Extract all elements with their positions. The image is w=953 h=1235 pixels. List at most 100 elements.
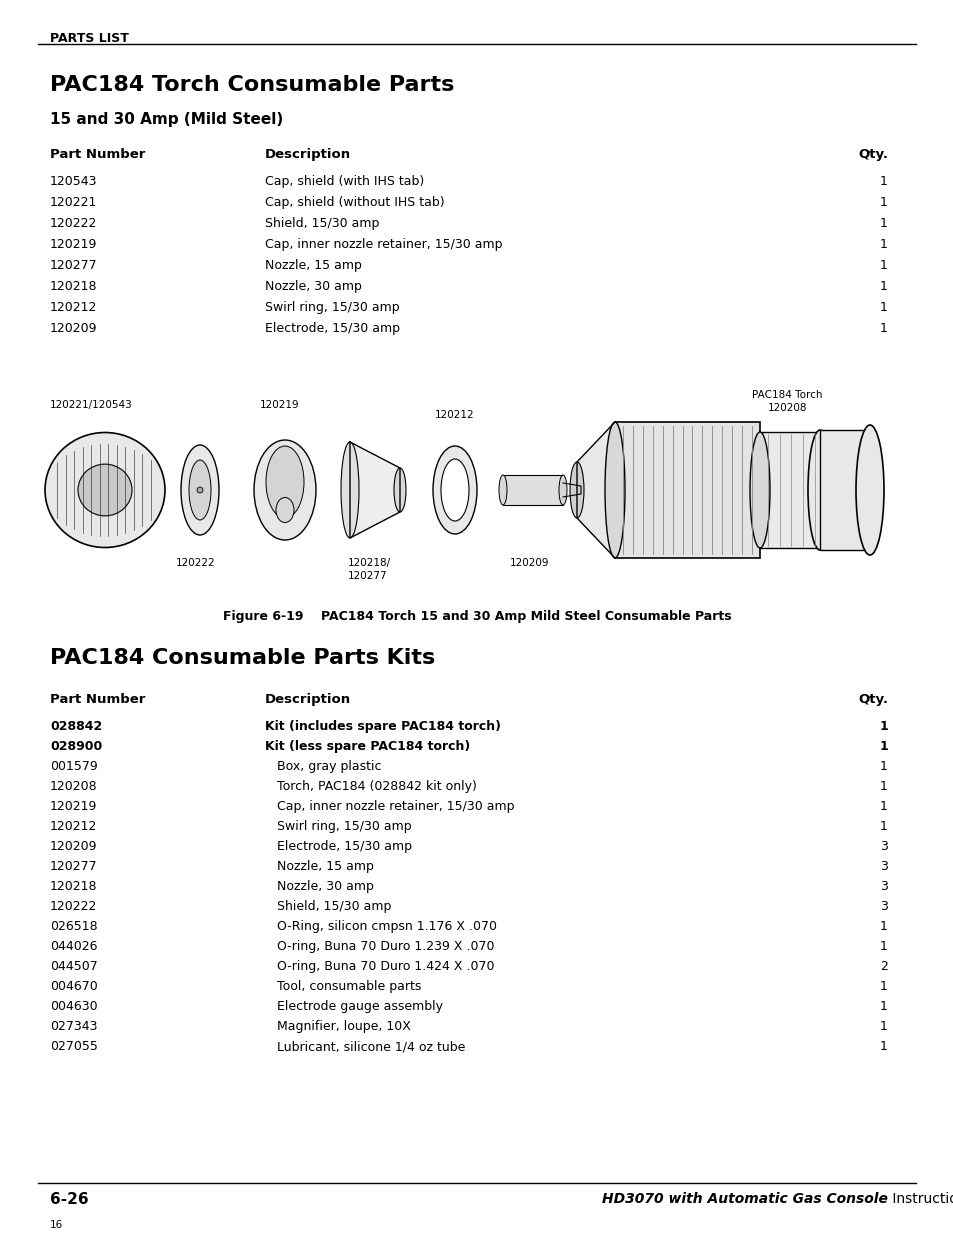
Text: 1: 1	[880, 280, 887, 293]
Text: 1: 1	[880, 1020, 887, 1032]
Text: Cap, shield (without IHS tab): Cap, shield (without IHS tab)	[265, 196, 444, 209]
Text: Magnifier, loupe, 10X: Magnifier, loupe, 10X	[276, 1020, 411, 1032]
Ellipse shape	[45, 432, 165, 547]
Ellipse shape	[749, 432, 769, 548]
Text: 120543: 120543	[50, 175, 97, 188]
Text: 001579: 001579	[50, 760, 97, 773]
Text: Nozzle, 15 amp: Nozzle, 15 amp	[276, 860, 374, 873]
Text: 1: 1	[880, 820, 887, 832]
Text: 120222: 120222	[50, 900, 97, 913]
Text: 004670: 004670	[50, 981, 97, 993]
Text: Nozzle, 15 amp: Nozzle, 15 amp	[265, 259, 361, 272]
Text: 120219: 120219	[50, 800, 97, 813]
Text: 120277: 120277	[348, 571, 387, 580]
Text: Shield, 15/30 amp: Shield, 15/30 amp	[276, 900, 391, 913]
Text: Tool, consumable parts: Tool, consumable parts	[276, 981, 421, 993]
Text: Cap, inner nozzle retainer, 15/30 amp: Cap, inner nozzle retainer, 15/30 amp	[265, 238, 502, 251]
Text: Qty.: Qty.	[857, 693, 887, 706]
Text: Shield, 15/30 amp: Shield, 15/30 amp	[265, 217, 379, 230]
Text: Instruction Manual: Instruction Manual	[887, 1192, 953, 1207]
Polygon shape	[577, 422, 615, 558]
Ellipse shape	[340, 442, 358, 538]
Ellipse shape	[433, 446, 476, 534]
Bar	[760, 432, 820, 548]
Ellipse shape	[253, 440, 315, 540]
Text: 3: 3	[880, 881, 887, 893]
Text: 15 and 30 Amp (Mild Steel): 15 and 30 Amp (Mild Steel)	[50, 112, 283, 127]
Text: 027343: 027343	[50, 1020, 97, 1032]
Text: Cap, inner nozzle retainer, 15/30 amp: Cap, inner nozzle retainer, 15/30 amp	[276, 800, 514, 813]
Text: 044507: 044507	[50, 960, 97, 973]
Text: 120212: 120212	[50, 820, 97, 832]
Text: PAC184 Consumable Parts Kits: PAC184 Consumable Parts Kits	[50, 648, 435, 668]
Text: 1: 1	[880, 940, 887, 953]
Text: 1: 1	[880, 196, 887, 209]
Text: Kit (less spare PAC184 torch): Kit (less spare PAC184 torch)	[265, 740, 470, 753]
Ellipse shape	[189, 459, 211, 520]
Bar	[615, 422, 760, 558]
Text: 3: 3	[880, 900, 887, 913]
Text: Torch, PAC184 (028842 kit only): Torch, PAC184 (028842 kit only)	[276, 781, 476, 793]
Text: 120219: 120219	[260, 400, 299, 410]
Text: 16: 16	[50, 1220, 63, 1230]
Ellipse shape	[266, 446, 304, 517]
Text: PARTS LIST: PARTS LIST	[50, 32, 129, 44]
Text: 1: 1	[880, 175, 887, 188]
Text: Qty.: Qty.	[857, 148, 887, 161]
Text: Figure 6-19    PAC184 Torch 15 and 30 Amp Mild Steel Consumable Parts: Figure 6-19 PAC184 Torch 15 and 30 Amp M…	[222, 610, 731, 622]
Ellipse shape	[196, 487, 203, 493]
Text: 1: 1	[880, 760, 887, 773]
Ellipse shape	[275, 498, 294, 522]
Text: 3: 3	[880, 840, 887, 853]
Bar	[502, 475, 562, 505]
Text: Nozzle, 30 amp: Nozzle, 30 amp	[265, 280, 361, 293]
Text: PAC184 Torch Consumable Parts: PAC184 Torch Consumable Parts	[50, 75, 454, 95]
Text: 120277: 120277	[50, 860, 97, 873]
Text: 120218: 120218	[50, 881, 97, 893]
Text: 028842: 028842	[50, 720, 102, 734]
Text: 120209: 120209	[510, 558, 549, 568]
Text: 120212: 120212	[435, 410, 475, 420]
Text: 120221: 120221	[50, 196, 97, 209]
Text: 120219: 120219	[50, 238, 97, 251]
Text: Part Number: Part Number	[50, 148, 145, 161]
Text: PAC184 Torch: PAC184 Torch	[751, 390, 821, 400]
Ellipse shape	[498, 475, 506, 505]
Ellipse shape	[440, 459, 469, 521]
Text: 044026: 044026	[50, 940, 97, 953]
Ellipse shape	[558, 475, 566, 505]
Text: 120212: 120212	[50, 301, 97, 314]
Text: 120218/: 120218/	[348, 558, 391, 568]
Text: 1: 1	[880, 920, 887, 932]
Text: Electrode, 15/30 amp: Electrode, 15/30 amp	[276, 840, 412, 853]
Polygon shape	[350, 442, 399, 538]
Text: Description: Description	[265, 148, 351, 161]
Text: 028900: 028900	[50, 740, 102, 753]
Text: Electrode gauge assembly: Electrode gauge assembly	[276, 1000, 442, 1013]
Text: 1: 1	[880, 781, 887, 793]
Text: Swirl ring, 15/30 amp: Swirl ring, 15/30 amp	[276, 820, 411, 832]
Ellipse shape	[78, 464, 132, 516]
Text: 120209: 120209	[50, 840, 97, 853]
Bar	[820, 430, 869, 550]
Text: 6-26: 6-26	[50, 1192, 89, 1207]
Text: 1: 1	[880, 800, 887, 813]
Text: Box, gray plastic: Box, gray plastic	[276, 760, 381, 773]
Text: 120208: 120208	[50, 781, 97, 793]
Text: HD3070 with Automatic Gas Console: HD3070 with Automatic Gas Console	[601, 1192, 887, 1207]
Text: 1: 1	[880, 322, 887, 335]
Text: Electrode, 15/30 amp: Electrode, 15/30 amp	[265, 322, 399, 335]
Text: 1: 1	[880, 259, 887, 272]
Text: Kit (includes spare PAC184 torch): Kit (includes spare PAC184 torch)	[265, 720, 500, 734]
Text: 120221/120543: 120221/120543	[50, 400, 132, 410]
Text: 1: 1	[880, 301, 887, 314]
Text: Lubricant, silicone 1/4 oz tube: Lubricant, silicone 1/4 oz tube	[276, 1040, 465, 1053]
Text: Part Number: Part Number	[50, 693, 145, 706]
Text: 1: 1	[880, 981, 887, 993]
Ellipse shape	[855, 425, 883, 555]
Text: Nozzle, 30 amp: Nozzle, 30 amp	[276, 881, 374, 893]
Text: 120209: 120209	[50, 322, 97, 335]
Text: 026518: 026518	[50, 920, 97, 932]
Ellipse shape	[807, 430, 831, 550]
Text: Cap, shield (with IHS tab): Cap, shield (with IHS tab)	[265, 175, 424, 188]
